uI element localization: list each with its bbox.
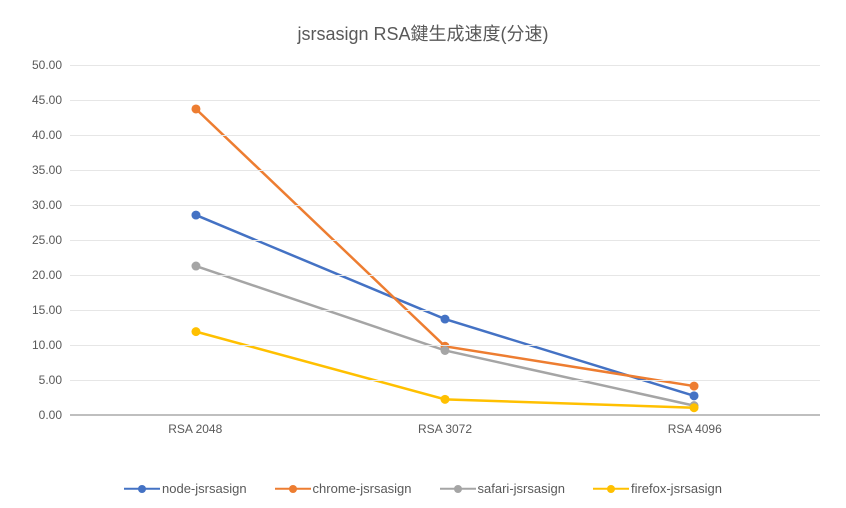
gridline (70, 205, 820, 206)
chart-container: jsrsasign RSA鍵生成速度(分速) 0.005.0010.0015.0… (0, 0, 846, 508)
y-tick-label: 20.00 (32, 268, 62, 282)
series-marker (441, 315, 450, 324)
y-tick-label: 40.00 (32, 128, 62, 142)
series-marker (690, 391, 699, 400)
gridline (70, 100, 820, 101)
legend-swatch (593, 482, 629, 496)
legend-item: node-jsrsasign (124, 481, 247, 496)
series-marker (191, 327, 200, 336)
series-marker (191, 104, 200, 113)
legend-label: firefox-jsrsasign (631, 481, 722, 496)
gridline (70, 345, 820, 346)
legend-label: node-jsrsasign (162, 481, 247, 496)
y-tick-label: 25.00 (32, 233, 62, 247)
series-marker (441, 395, 450, 404)
legend-item: safari-jsrsasign (440, 481, 565, 496)
legend-dot-icon (607, 485, 615, 493)
x-tick-label: RSA 3072 (418, 422, 472, 436)
y-tick-label: 50.00 (32, 58, 62, 72)
series-marker (191, 262, 200, 271)
gridline (70, 170, 820, 171)
legend-item: firefox-jsrsasign (593, 481, 722, 496)
y-tick-label: 15.00 (32, 303, 62, 317)
series-line (196, 266, 694, 406)
series-marker (690, 403, 699, 412)
legend-item: chrome-jsrsasign (275, 481, 412, 496)
gridline (70, 275, 820, 276)
gridline (70, 415, 820, 416)
legend-dot-icon (138, 485, 146, 493)
chart-title: jsrsasign RSA鍵生成速度(分速) (0, 20, 846, 46)
gridline (70, 380, 820, 381)
legend-swatch (124, 482, 160, 496)
y-tick-label: 35.00 (32, 163, 62, 177)
legend-dot-icon (289, 485, 297, 493)
y-tick-label: 45.00 (32, 93, 62, 107)
series-marker (191, 211, 200, 220)
legend-swatch (440, 482, 476, 496)
gridline (70, 135, 820, 136)
series-marker (690, 382, 699, 391)
x-tick-label: RSA 2048 (168, 422, 222, 436)
y-tick-label: 0.00 (39, 408, 62, 422)
y-tick-label: 10.00 (32, 338, 62, 352)
plot-area: 0.005.0010.0015.0020.0025.0030.0035.0040… (70, 65, 820, 415)
legend-label: chrome-jsrsasign (313, 481, 412, 496)
legend-swatch (275, 482, 311, 496)
y-tick-label: 30.00 (32, 198, 62, 212)
series-line (196, 215, 694, 396)
legend-dot-icon (454, 485, 462, 493)
gridline (70, 240, 820, 241)
y-tick-label: 5.00 (39, 373, 62, 387)
gridline (70, 310, 820, 311)
gridline (70, 65, 820, 66)
legend-label: safari-jsrsasign (478, 481, 565, 496)
x-tick-label: RSA 4096 (668, 422, 722, 436)
series-marker (441, 346, 450, 355)
legend: node-jsrsasign chrome-jsrsasign safari-jsr… (0, 481, 846, 496)
